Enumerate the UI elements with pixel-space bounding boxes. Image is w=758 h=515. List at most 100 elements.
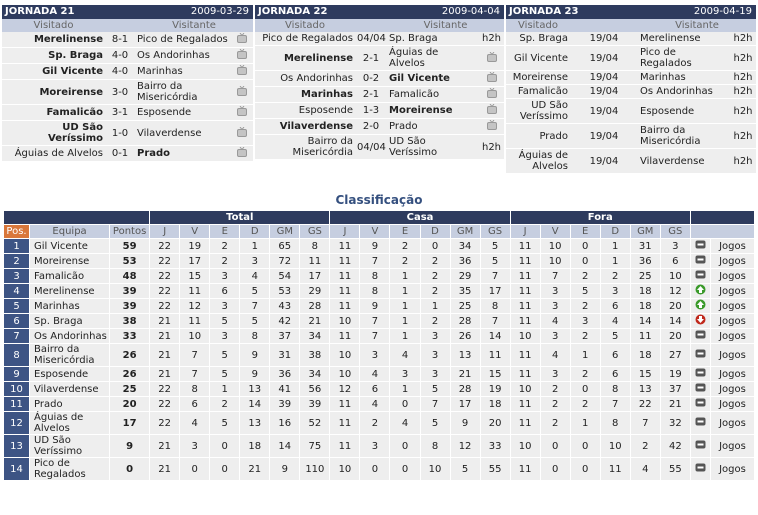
standings-table: Total Casa Fora Pos. Equipa Pontos J V E D GM GS J V E… — [2, 210, 756, 481]
standings-row: 11 Prado 20 22 6 2 14 39 39 11 4 0 7 17 18 11 2 2 7 22 21 Jog… — [2, 396, 756, 412]
stat: 12 — [179, 298, 211, 314]
stat: 11 — [509, 366, 541, 382]
stat: 2 — [569, 366, 601, 382]
h2h-link[interactable]: h2h — [733, 130, 753, 142]
stat: 2 — [539, 381, 571, 397]
match-row: Águias de Alvelos 19/04 Vilaverdense h2h — [506, 148, 757, 174]
games-link[interactable]: Jogos — [719, 368, 746, 380]
tv-antenna — [491, 87, 494, 91]
games-link[interactable]: Jogos — [719, 240, 746, 252]
h2h-link[interactable]: h2h — [733, 155, 753, 167]
stat: 0 — [389, 457, 421, 481]
home-team: Águias de Alvelos — [506, 148, 570, 174]
games-link[interactable]: Jogos — [719, 417, 746, 429]
stat: 34 — [299, 328, 331, 344]
jornada-title: JORNADA 23 — [509, 6, 579, 17]
stat: 55 — [659, 457, 691, 481]
column-header: J — [509, 224, 541, 239]
stat: 8 — [179, 381, 211, 397]
h2h-link[interactable]: h2h — [481, 141, 502, 153]
stat: 13 — [629, 381, 661, 397]
tv-body — [236, 35, 247, 43]
stat: 19 — [479, 381, 511, 397]
home-team: Moreirense — [2, 79, 105, 105]
score: 3-1 — [105, 104, 135, 121]
stat: 17 — [449, 396, 481, 412]
position: 4 — [2, 283, 31, 299]
stat: 6 — [209, 283, 241, 299]
stat: 7 — [359, 328, 391, 344]
matches-table: Visitado Visitante Merelinense 8-1 Pico de R… — [2, 19, 254, 162]
stat: 39 — [269, 396, 301, 412]
tv-body — [236, 128, 247, 137]
stat: 11 — [329, 283, 361, 299]
extra: h2h — [730, 123, 757, 149]
games-link[interactable]: Jogos — [719, 349, 746, 361]
stat: 10 — [509, 328, 541, 344]
home-team: UD São Veríssimo — [2, 120, 105, 146]
column-header-row: Visitado Visitante — [2, 19, 254, 32]
away-team: Marinhas — [638, 70, 730, 85]
games-link[interactable]: Jogos — [719, 285, 746, 297]
games-link[interactable]: Jogos — [719, 330, 746, 342]
score: 19/04 — [570, 123, 638, 149]
home-team: Gil Vicente — [2, 63, 105, 80]
h2h-link[interactable]: h2h — [733, 72, 753, 83]
position: 2 — [2, 253, 31, 269]
stat: 2 — [539, 411, 571, 435]
standings-row: 1 Gil Vicente 59 22 19 2 1 65 8 11 9 2 0 34 5 11 10 0 1 31 3… — [2, 238, 756, 254]
points: 39 — [109, 283, 151, 299]
tv-antenna — [241, 126, 244, 130]
stat: 21 — [149, 366, 181, 382]
h2h-link[interactable]: h2h — [733, 52, 753, 64]
jornada-header: JORNADA 23 2009-04-19 — [506, 5, 756, 19]
h2h-link[interactable]: h2h — [733, 33, 753, 44]
link-cell: Jogos — [709, 253, 756, 269]
home-team: Moreirense — [506, 70, 570, 85]
stat: 13 — [449, 343, 481, 367]
tv-icon — [236, 105, 247, 116]
stat: 12 — [659, 283, 691, 299]
away-team: Os Andorinhas — [638, 84, 730, 99]
games-link[interactable]: Jogos — [719, 463, 746, 475]
h2h-link[interactable]: h2h — [733, 105, 753, 117]
extra — [230, 104, 254, 121]
stat: 2 — [569, 268, 601, 284]
games-link[interactable]: Jogos — [719, 398, 746, 410]
stat: 8 — [599, 411, 631, 435]
games-link[interactable]: Jogos — [719, 383, 746, 395]
trend — [689, 457, 711, 481]
stat: 11 — [179, 313, 211, 329]
stat: 3 — [389, 366, 421, 382]
extra: h2h — [730, 70, 757, 85]
trend — [689, 298, 711, 314]
stat: 6 — [599, 343, 631, 367]
games-link[interactable]: Jogos — [719, 315, 746, 327]
stat: 11 — [509, 253, 541, 269]
trend-icon — [695, 383, 706, 392]
stat: 21 — [149, 328, 181, 344]
stat: 3 — [239, 253, 271, 269]
stat: 11 — [509, 298, 541, 314]
away-header: Visitante — [135, 19, 254, 32]
stat: 15 — [629, 366, 661, 382]
score: 4-0 — [105, 63, 135, 80]
h2h-link[interactable]: h2h — [481, 33, 502, 44]
h2h-link[interactable]: h2h — [733, 86, 753, 97]
home-header: Visitado — [2, 19, 105, 32]
tv-body — [486, 90, 497, 98]
score-header — [570, 19, 638, 32]
games-link[interactable]: Jogos — [719, 255, 746, 267]
games-link[interactable]: Jogos — [719, 300, 746, 312]
blank — [689, 224, 756, 239]
games-link[interactable]: Jogos — [719, 440, 746, 452]
stat: 8 — [419, 434, 451, 458]
points: 9 — [109, 434, 151, 458]
score: 04/04 — [355, 32, 387, 46]
tv-icon — [486, 87, 497, 98]
stat: 42 — [659, 434, 691, 458]
home-team: Gil Vicente — [506, 45, 570, 71]
stat: 22 — [149, 298, 181, 314]
match-row: Prado 19/04 Bairro da Misericórdia h2h — [506, 123, 757, 149]
games-link[interactable]: Jogos — [719, 270, 746, 282]
